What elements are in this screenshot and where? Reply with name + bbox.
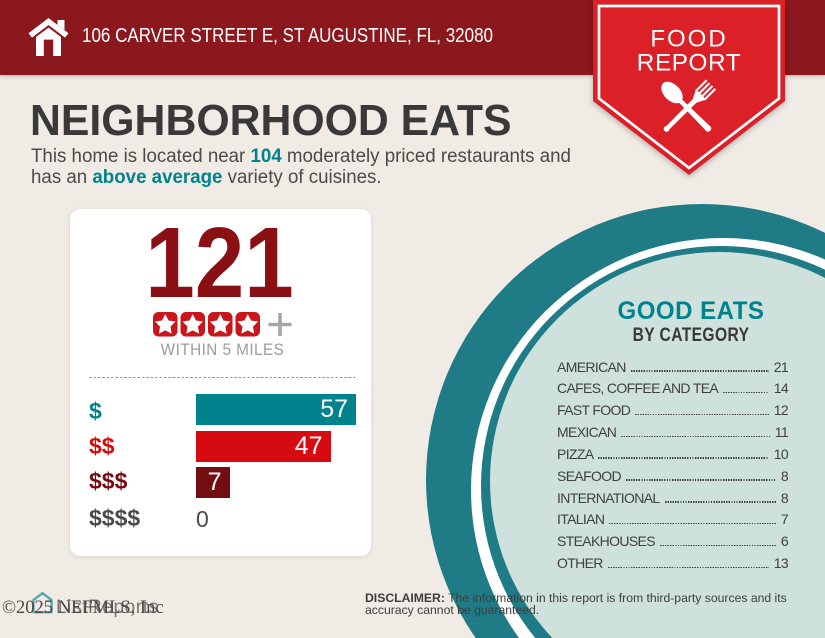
svg-text:REPORT: REPORT xyxy=(636,49,740,76)
svg-text:FOOD: FOOD xyxy=(650,25,727,52)
